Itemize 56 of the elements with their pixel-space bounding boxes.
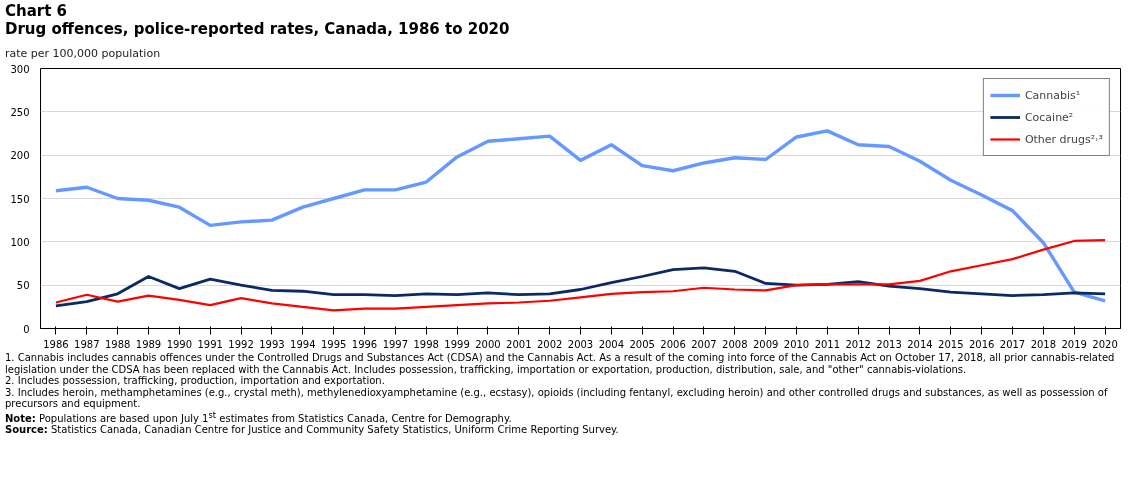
x-tick-label: 2002 xyxy=(536,338,563,350)
x-tick-label: 2009 xyxy=(752,338,779,350)
x-tick-label: 1995 xyxy=(320,338,347,350)
x-tick-label: 2008 xyxy=(722,338,748,350)
chart-subtitle: Drug offences, police-reported rates, Canada, 1986 to 2020 xyxy=(5,20,510,38)
x-tick-label: 2012 xyxy=(845,338,871,350)
line-series xyxy=(54,129,1107,303)
x-tick-label: 1999 xyxy=(444,338,470,350)
x-tick-label: 2016 xyxy=(968,338,995,350)
x-tick-label: 2006 xyxy=(660,338,686,350)
x-tick-label: 2001 xyxy=(506,338,532,350)
legend-label: Cannabis¹ xyxy=(1024,88,1081,102)
x-tick-label: 1992 xyxy=(228,338,254,350)
x-tick-label: 1988 xyxy=(104,338,131,350)
x-tick-label: 2019 xyxy=(1061,338,1087,350)
x-tick-label: 1998 xyxy=(413,338,439,350)
legend-label: Cocaine² xyxy=(1024,110,1074,124)
y-tick-label: 200 xyxy=(10,150,30,162)
x-tick-label: 2013 xyxy=(876,338,902,350)
x-tick-label: 2018 xyxy=(1030,338,1057,350)
chart-title: Chart 6 xyxy=(5,2,68,20)
y-tick-label: 300 xyxy=(10,63,30,75)
y-tick-label: 0 xyxy=(23,323,30,335)
line-series xyxy=(54,266,1107,308)
x-tick-label: 2014 xyxy=(907,338,933,350)
y-axis-title: rate per 100,000 population xyxy=(5,46,162,62)
x-tick-label: 2020 xyxy=(1092,338,1118,350)
text: Note: Populations are based upon July 1$^{st}$ estimates from Statistics Canada, Centre for Demography. xyxy=(5,409,512,424)
line-series xyxy=(54,239,1107,312)
text: 3. Includes heroin, methamphetamines (e.g., crystal meth), methylenedioxyamphetamine (e.g., ecstasy), opioids (including fentanyl, excluding heroin) and other controlled drugs and substances, as well as possession of precursors and equipment. xyxy=(5,386,1108,409)
x-tick-label: 1986 xyxy=(43,338,69,350)
x-tick-label: 2003 xyxy=(567,338,594,350)
x-tick-label: 1990 xyxy=(166,338,193,350)
y-tick-label: 150 xyxy=(10,193,30,205)
y-tick-label: 250 xyxy=(10,106,30,118)
x-tick-label: 2017 xyxy=(999,338,1026,350)
x-tick-label: 2010 xyxy=(783,338,810,350)
x-tick-label: 1996 xyxy=(351,338,378,350)
text: 2. Includes possession, trafficking, production, importation and exportation. xyxy=(5,375,385,386)
x-tick-label: 2011 xyxy=(814,338,841,350)
x-tick-label: 2005 xyxy=(629,338,655,350)
x-tick-label: 2015 xyxy=(938,338,964,350)
source-note: Source: Statistics Canada, Canadian Centre for Justice and Community Safety Statistics, Uniform Crime Reporting Survey. xyxy=(5,424,619,436)
x-tick-label: 2000 xyxy=(475,338,501,350)
text: 1. Cannabis includes cannabis offences under the Controlled Drugs and Substances Act (CDSA) and the Cannabis Act. As a result of the coming into force of the Cannabis Act on October 17, 2018, all prior cannabis-related legislation under the CDSA has been replaced with the Cannabis Act. Includes possession, trafficking, importation or exportation, production, distribution, sale, and "other" cannabis-violations. xyxy=(5,352,1115,375)
x-tick-label: 2004 xyxy=(598,338,625,350)
legend-label: Other drugs²˒³ xyxy=(1024,132,1103,146)
y-tick-label: 100 xyxy=(10,236,30,248)
x-tick-label: 1997 xyxy=(382,338,409,350)
y-tick-label: 50 xyxy=(16,280,30,292)
x-tick-label: 1989 xyxy=(135,338,162,350)
x-tick-label: 1994 xyxy=(290,338,316,350)
x-tick-label: 1991 xyxy=(197,338,223,350)
x-tick-label: 2007 xyxy=(691,338,717,350)
x-tick-label: 1993 xyxy=(259,338,285,350)
x-tick-label: 1987 xyxy=(74,338,100,350)
